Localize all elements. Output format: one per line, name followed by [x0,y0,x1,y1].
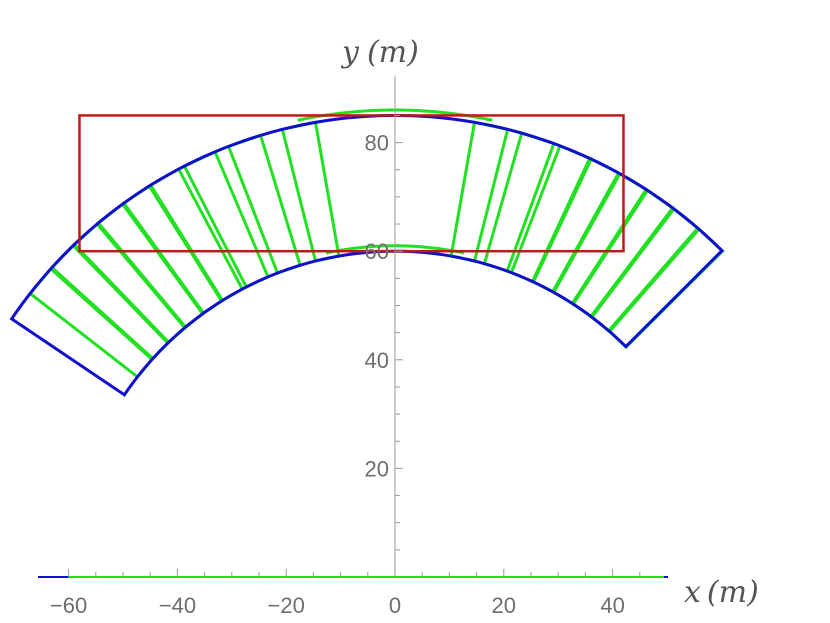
x-tick-label-20: 20 [492,593,516,618]
blue-sector [9,113,725,397]
y-axis-label: y (m) [340,35,419,70]
axes [68,75,641,577]
green-strip-2 [71,220,188,346]
x-tick-labels: −60 −40 −20 0 20 40 [50,593,625,618]
plot-area [9,108,725,578]
green-strip-12 [530,156,622,295]
y-tick-labels: 20 40 60 80 [365,131,389,482]
green-strip-13 [550,170,650,307]
y-axis-symbol: y [340,35,360,70]
green-strip-8 [280,120,341,263]
x-tick-label-0: 0 [389,593,401,618]
x-tick-label--60: −60 [50,593,87,618]
red-rectangle [78,114,625,253]
x-tick-label-40: 40 [600,593,624,618]
green-strip-15 [588,205,702,334]
green-strip-4 [120,183,225,316]
x-tick-label--20: −20 [268,593,305,618]
x-tick-label--40: −40 [159,593,196,618]
y-tick-label-60: 60 [365,239,389,264]
y-tick-label-40: 40 [365,348,389,373]
y-tick-label-80: 80 [365,131,389,156]
x-axis-label: x (m) [684,575,759,610]
green-strip-11 [509,143,594,284]
green-strip-0 [27,265,155,379]
green-strip-16 [606,225,725,350]
green-strip-1 [48,242,171,362]
x-axis-symbol: x [684,575,701,610]
x-axis-unit: (m) [707,575,759,610]
green-strip-3 [95,200,206,330]
y-tick-label-20: 20 [365,456,389,481]
green-strip-9 [449,120,510,263]
y-axis-unit: (m) [367,35,419,70]
